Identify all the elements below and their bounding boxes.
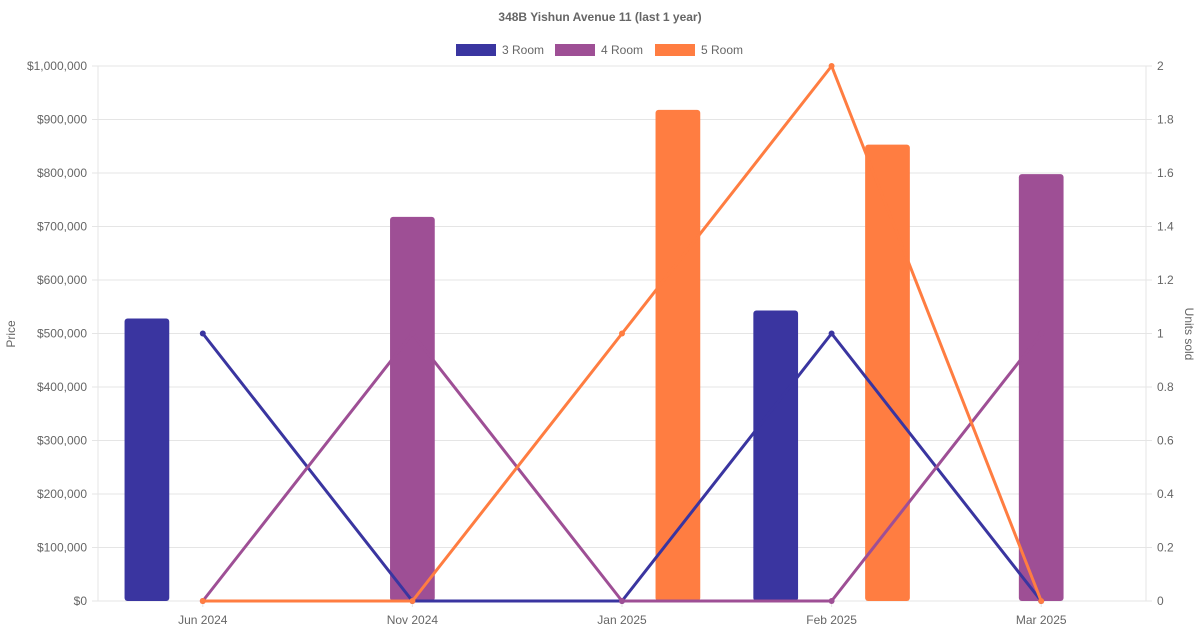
x-tick-label: Jan 2025 xyxy=(597,613,647,627)
y-right-tick-label: 1.8 xyxy=(1157,113,1174,127)
line-3-room xyxy=(201,332,1043,603)
point-4-room xyxy=(619,598,625,604)
y-left-tick-label: $700,000 xyxy=(37,220,87,234)
y-right-tick-label: 0.8 xyxy=(1157,380,1174,394)
y-left-tick-label: $1,000,000 xyxy=(27,59,87,73)
x-tick-label: Mar 2025 xyxy=(1016,613,1067,627)
legend-label: 5 Room xyxy=(701,43,743,57)
chart-title: 348B Yishun Avenue 11 (last 1 year) xyxy=(498,10,701,24)
legend-swatch xyxy=(655,44,695,56)
y-right-tick-label: 0.6 xyxy=(1157,434,1174,448)
point-5-room xyxy=(828,63,835,69)
y-left-tick-label: $100,000 xyxy=(37,541,87,555)
y-left-tick-label: $400,000 xyxy=(37,380,87,394)
point-5-room xyxy=(1038,598,1045,604)
y-right-axis-label: Units sold xyxy=(1182,308,1196,361)
y-right-tick-label: 2 xyxy=(1157,59,1164,73)
y-right-ticks: 0 0.2 0.4 0.6 0.8 1 1.2 1.4 1.6 1.8 2 xyxy=(1157,59,1174,608)
y-left-ticks: $0 $100,000 $200,000 $300,000 $400,000 $500,0… xyxy=(27,59,87,608)
y-left-tick-label: $800,000 xyxy=(37,166,87,180)
y-left-tick-label: $500,000 xyxy=(37,327,87,341)
legend-label: 4 Room xyxy=(601,43,643,57)
legend-swatch xyxy=(555,44,595,56)
point-5-room xyxy=(199,598,206,604)
x-tick-label: Feb 2025 xyxy=(806,613,857,627)
y-right-tick-label: 1 xyxy=(1157,327,1164,341)
y-left-axis-label: Price xyxy=(4,320,18,348)
y-right-tick-label: 1.6 xyxy=(1157,166,1174,180)
x-tick-label: Jun 2024 xyxy=(178,613,228,627)
bar-3-room xyxy=(753,310,799,601)
y-left-tick-label: $600,000 xyxy=(37,273,87,287)
price-bars xyxy=(124,109,1064,602)
legend-label: 3 Room xyxy=(502,43,544,57)
x-tick-label: Nov 2024 xyxy=(387,613,439,627)
y-right-tick-label: 0 xyxy=(1157,594,1164,608)
y-left-tick-label: $0 xyxy=(74,594,88,608)
point-3-room xyxy=(199,330,206,337)
point-4-room xyxy=(409,330,416,337)
point-4-room xyxy=(828,598,835,604)
point-5-room xyxy=(619,330,625,337)
gridlines xyxy=(92,65,1152,602)
point-4-room xyxy=(1038,330,1045,337)
bar-4-room xyxy=(390,216,435,601)
y-right-tick-label: 1.2 xyxy=(1157,273,1174,287)
bar-5-room xyxy=(865,144,910,601)
y-left-tick-label: $200,000 xyxy=(37,487,87,501)
legend-swatch xyxy=(456,44,496,56)
x-ticks: Jun 2024 Nov 2024 Jan 2025 Feb 2025 Mar 2025 xyxy=(178,601,1067,627)
units-lines xyxy=(199,63,1045,604)
y-left-tick-label: $300,000 xyxy=(37,434,87,448)
y-right-tick-label: 1.4 xyxy=(1157,220,1174,234)
bar-5-room xyxy=(655,109,701,602)
point-5-room xyxy=(409,598,416,604)
y-left-tick-label: $900,000 xyxy=(37,113,87,127)
bar-4-room xyxy=(1018,174,1064,601)
legend[interactable]: 3 Room 4 Room 5 Room xyxy=(456,43,743,57)
bar-3-room xyxy=(124,318,170,601)
point-3-room xyxy=(828,330,835,337)
line-4-room xyxy=(201,332,1043,603)
y-right-tick-label: 0.4 xyxy=(1157,487,1174,501)
y-right-tick-label: 0.2 xyxy=(1157,541,1174,555)
